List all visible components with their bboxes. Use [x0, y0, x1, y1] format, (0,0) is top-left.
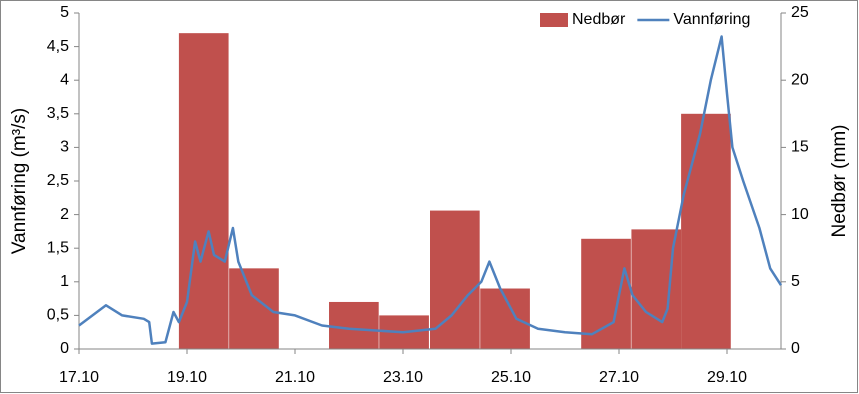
y2-tick-label: 0 — [791, 340, 800, 357]
x-tick-label: 19.10 — [167, 369, 207, 386]
y-tick-label: 4 — [60, 71, 69, 88]
x-tick-label: 21.10 — [275, 369, 315, 386]
y-tick-label: 1,5 — [47, 239, 69, 256]
bar — [229, 268, 279, 349]
y2-axis-label: Nedbør (mm) — [829, 125, 850, 238]
y-tick-label: 1 — [60, 273, 69, 290]
x-tick-label: 17.10 — [59, 369, 99, 386]
y-tick-label: 0,5 — [47, 307, 69, 324]
y-axis-label: Vannføring (m³/s) — [9, 108, 30, 254]
y-tick-label: 2,5 — [47, 172, 69, 189]
bar — [681, 113, 731, 349]
y2-tick-label: 5 — [791, 273, 800, 290]
y2-tick-label: 10 — [791, 206, 809, 223]
y-tick-label: 0 — [60, 340, 69, 357]
x-tick-label: 25.10 — [491, 369, 531, 386]
y-tick-label: 3 — [60, 139, 69, 156]
y-tick-label: 4,5 — [47, 38, 69, 55]
x-tick-label: 23.10 — [383, 369, 423, 386]
bar — [329, 301, 379, 349]
y2-tick-label: 20 — [791, 71, 809, 88]
y-tick-label: 3,5 — [47, 105, 69, 122]
y2-tick-label: 15 — [791, 139, 809, 156]
x-tick-label: 27.10 — [599, 369, 639, 386]
x-tick-label: 29.10 — [707, 369, 747, 386]
y-tick-label: 5 — [60, 4, 69, 21]
y2-tick-label: 25 — [791, 4, 809, 21]
legend-label: Vannføring — [673, 11, 750, 28]
bar — [581, 238, 631, 349]
line — [78, 35, 783, 345]
legend-label: Nedbør — [572, 11, 626, 28]
y-tick-label: 2 — [60, 206, 69, 223]
legend-swatch — [540, 13, 568, 27]
